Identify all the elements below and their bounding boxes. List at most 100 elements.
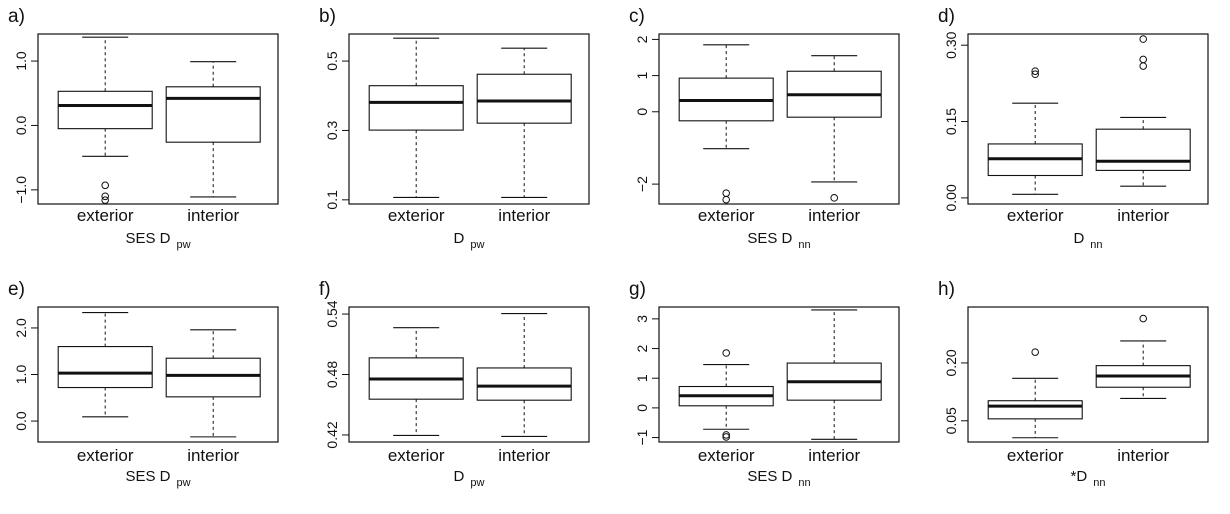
category-label: exterior <box>1007 206 1064 225</box>
outlier-point <box>1031 70 1039 79</box>
plot-frame <box>967 306 1209 443</box>
outlier-point <box>101 192 109 201</box>
y-tick-label: 0.42 <box>324 421 340 448</box>
y-tick-label: 0.48 <box>324 361 340 388</box>
plot-frame <box>967 33 1209 205</box>
panel-label: a) <box>8 6 25 27</box>
box-interior <box>476 312 572 438</box>
y-tick-label: 0.15 <box>943 108 959 135</box>
plot-frame <box>348 33 590 205</box>
iqr-box <box>1095 128 1191 171</box>
iqr-box <box>476 367 572 401</box>
box-interior <box>1095 314 1191 399</box>
y-tick-label: −2 <box>634 176 650 192</box>
outlier-point <box>1139 55 1147 64</box>
panel-label: b) <box>319 6 336 27</box>
category-label: interior <box>808 446 860 465</box>
box-exterior <box>57 36 153 204</box>
x-axis-title: *D nn <box>1071 468 1106 489</box>
outlier-point <box>722 189 731 197</box>
box-exterior <box>368 37 464 198</box>
y-tick-label: 0.20 <box>943 349 959 376</box>
panel-label: h) <box>938 279 955 300</box>
panel-h: h) 0.05 0.20 exterior interior *D nn <box>938 279 1209 489</box>
box-interior <box>476 47 572 198</box>
iqr-box <box>476 73 572 124</box>
outlier-point <box>1139 35 1147 43</box>
y-tick-label: 1.0 <box>13 51 29 71</box>
outlier-point <box>722 349 731 357</box>
outlier-point <box>1139 314 1147 323</box>
category-label: interior <box>1117 446 1169 465</box>
y-tick-label: −1.0 <box>13 176 29 204</box>
iqr-box <box>165 86 261 143</box>
category-label: exterior <box>77 206 134 225</box>
outlier-point <box>1139 62 1147 70</box>
box-exterior <box>57 312 153 418</box>
category-label: interior <box>498 446 550 465</box>
category-label: interior <box>498 206 550 225</box>
plot-frame <box>658 306 900 443</box>
category-label: exterior <box>388 446 445 465</box>
panel-label: f) <box>319 279 331 300</box>
category-label: exterior <box>698 206 755 225</box>
category-label: interior <box>1117 206 1169 225</box>
panel-label: c) <box>629 6 645 27</box>
outlier-point <box>722 195 731 204</box>
y-tick-label: 0 <box>634 108 650 116</box>
y-tick-label: 2 <box>634 344 650 352</box>
iqr-box <box>987 400 1083 420</box>
box-interior <box>165 329 261 438</box>
category-label: interior <box>187 206 239 225</box>
box-interior <box>1095 35 1191 187</box>
y-tick-label: 0.0 <box>13 411 29 431</box>
y-tick-label: 2.0 <box>13 318 29 338</box>
y-tick-label: 0.3 <box>324 121 340 141</box>
category-label: exterior <box>698 446 755 465</box>
iqr-box <box>57 346 153 389</box>
y-tick-label: 1 <box>634 71 650 79</box>
y-tick-label: 0.30 <box>943 31 959 58</box>
outlier-point <box>1031 67 1039 75</box>
y-tick-label: 0.00 <box>943 184 959 211</box>
iqr-box <box>57 90 153 130</box>
panel-b: b) 0.1 0.3 0.5 exterior interior D pw <box>319 6 590 251</box>
y-tick-label: 0.1 <box>324 190 340 210</box>
panel-f: f) 0.42 0.48 0.54 exterior interior D pw <box>319 279 590 489</box>
y-tick-label: 1.0 <box>13 365 29 385</box>
category-label: exterior <box>1007 446 1064 465</box>
y-tick-label: 3 <box>634 315 650 323</box>
box-exterior <box>987 67 1083 195</box>
y-tick-label: 0.05 <box>943 407 959 434</box>
category-label: interior <box>808 206 860 225</box>
box-interior <box>165 61 261 198</box>
box-exterior <box>678 44 774 204</box>
outlier-point <box>722 433 731 441</box>
box-exterior <box>678 349 774 441</box>
box-exterior <box>368 327 464 437</box>
y-tick-label: 2 <box>634 35 650 43</box>
outlier-point <box>101 181 109 190</box>
category-label: interior <box>187 446 239 465</box>
outlier-point <box>1031 348 1039 356</box>
panel-d: d) 0.00 0.15 0.30 exterior interior D nn <box>938 6 1209 251</box>
y-tick-label: 0.0 <box>13 115 29 135</box>
iqr-box <box>368 85 464 131</box>
panel-label: d) <box>938 6 955 27</box>
y-tick-label: 0 <box>634 404 650 412</box>
panel-label: g) <box>629 279 646 300</box>
y-tick-label: 1 <box>634 374 650 382</box>
box-exterior <box>987 348 1083 439</box>
y-tick-label: 0.54 <box>324 300 340 327</box>
